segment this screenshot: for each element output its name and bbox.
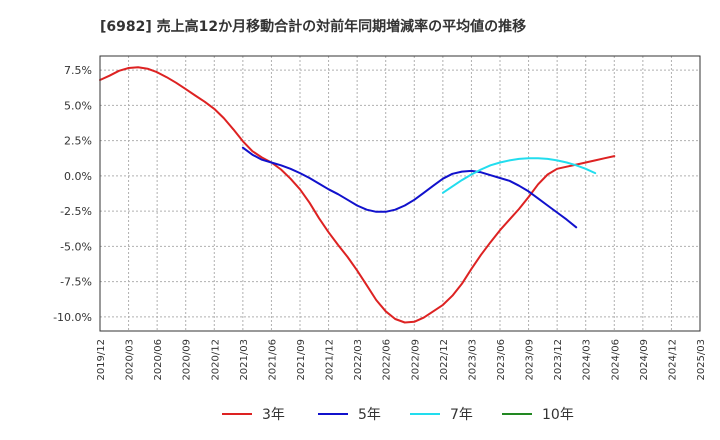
y-tick-label: 5.0% bbox=[64, 99, 92, 112]
y-tick-label: -5.0% bbox=[60, 240, 92, 253]
x-tick-label: 2024/09 bbox=[639, 339, 650, 381]
x-tick-label: 2021/09 bbox=[296, 339, 307, 381]
x-tick-label: 2020/12 bbox=[210, 339, 221, 381]
legend-label-7年: 7年 bbox=[450, 407, 473, 423]
x-tick-label: 2020/03 bbox=[125, 339, 136, 381]
series-line-5年 bbox=[241, 146, 578, 229]
legend-label-5年: 5年 bbox=[358, 407, 381, 423]
x-tick-label: 2023/12 bbox=[553, 339, 564, 381]
x-tick-label: 2022/09 bbox=[410, 339, 421, 381]
series-line-3年 bbox=[99, 66, 616, 324]
y-tick-label: -10.0% bbox=[53, 311, 92, 324]
x-tick-label: 2021/03 bbox=[239, 339, 250, 381]
x-tick-label: 2019/12 bbox=[96, 339, 107, 381]
legend-label-3年: 3年 bbox=[262, 407, 285, 423]
chart-title: [6982] 売上高12か月移動合計の対前年同期増減率の平均値の推移 bbox=[100, 18, 526, 35]
axes: 7.5% 5.0% 2.5% 0.0% -2.5% -5.0% -7.5% -10.0% 201… bbox=[53, 55, 707, 381]
x-tick-label: 2024/03 bbox=[582, 339, 593, 381]
y-tick-label: 7.5% bbox=[64, 64, 92, 77]
x-tick-label: 2021/12 bbox=[325, 339, 336, 381]
x-tick-label: 2023/09 bbox=[525, 339, 536, 381]
x-tick-label: 2024/12 bbox=[667, 339, 678, 381]
plot-frame bbox=[99, 55, 701, 332]
grid bbox=[99, 56, 701, 331]
x-tick-label: 2023/06 bbox=[496, 339, 507, 381]
plot-area bbox=[100, 56, 700, 331]
x-tick-label: 2025/03 bbox=[696, 339, 707, 381]
x-tick-label: 2022/06 bbox=[382, 339, 393, 381]
x-tick-label: 2020/09 bbox=[182, 339, 193, 381]
legend: 3年 5年 7年 10年 bbox=[222, 407, 574, 423]
x-tick-label: 2022/03 bbox=[353, 339, 364, 381]
series-lines bbox=[99, 66, 616, 324]
y-tick-label: -2.5% bbox=[60, 205, 92, 218]
x-tick-label: 2020/06 bbox=[153, 339, 164, 381]
series-line-7年 bbox=[441, 157, 597, 194]
x-tick-label: 2024/06 bbox=[610, 339, 621, 381]
x-tick-label: 2021/06 bbox=[267, 339, 278, 381]
y-tick-label: 2.5% bbox=[64, 135, 92, 148]
x-tick-label: 2023/03 bbox=[467, 339, 478, 381]
y-tick-label: -7.5% bbox=[60, 276, 92, 289]
plot-background bbox=[100, 56, 700, 331]
y-tick-label: 0.0% bbox=[64, 170, 92, 183]
x-tick-label: 2022/12 bbox=[439, 339, 450, 381]
legend-label-10年: 10年 bbox=[542, 407, 574, 423]
